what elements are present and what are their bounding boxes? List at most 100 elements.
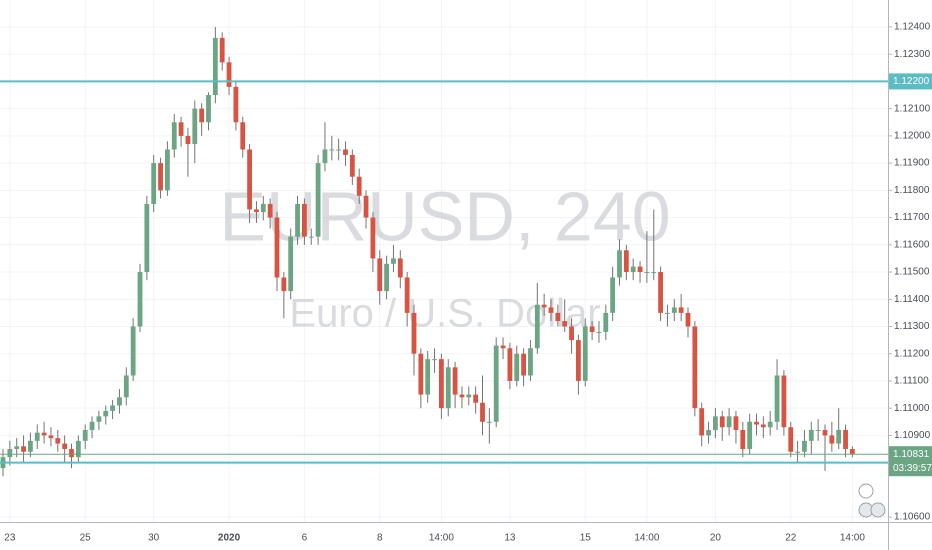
y-tick-label: 1.11500 xyxy=(894,267,930,278)
candle-body xyxy=(34,432,40,441)
candle-body xyxy=(671,307,677,313)
candle-body xyxy=(260,203,266,213)
candle-body xyxy=(623,250,629,273)
candle-body xyxy=(445,367,451,409)
event-icon[interactable] xyxy=(858,483,874,499)
candle-body xyxy=(754,421,759,425)
candle-body xyxy=(377,258,383,292)
candle-body xyxy=(473,394,479,403)
candle-body xyxy=(55,438,61,444)
candle-body xyxy=(302,203,307,237)
candle-body xyxy=(349,154,355,177)
x-tick-label: 15 xyxy=(580,533,592,544)
candle-body xyxy=(644,272,650,274)
candle-body xyxy=(226,62,232,87)
candle-body xyxy=(144,203,150,273)
candle-body xyxy=(747,421,753,450)
candle-body xyxy=(500,345,506,349)
x-tick-label: 20 xyxy=(710,533,722,544)
candle-body xyxy=(7,449,13,458)
candle-body xyxy=(14,446,20,450)
candle-body xyxy=(665,312,670,314)
candle-body xyxy=(130,326,136,376)
x-tick-label: 6 xyxy=(302,533,308,544)
candle-body xyxy=(486,421,492,423)
last-price-box xyxy=(889,446,932,477)
candle-body xyxy=(397,258,403,278)
candle-body xyxy=(28,440,33,452)
candle-body xyxy=(774,375,780,422)
candle-body xyxy=(713,416,718,430)
y-tick-label: 1.12100 xyxy=(894,103,931,114)
y-tick-label: 1.11200 xyxy=(894,348,930,359)
candle-body xyxy=(788,427,794,452)
countdown-label: 03:39:57 xyxy=(893,463,932,474)
candle-body xyxy=(165,149,170,191)
candle-body xyxy=(733,416,739,430)
candle-body xyxy=(308,236,314,238)
candle-body xyxy=(432,359,437,361)
candle-body xyxy=(343,149,348,155)
candle-body xyxy=(219,37,225,63)
candle-body xyxy=(781,375,787,428)
candle-body xyxy=(466,394,472,398)
candle-body xyxy=(699,408,705,436)
candle-body xyxy=(123,375,129,398)
candle-body xyxy=(603,312,609,332)
candle-body xyxy=(767,421,773,428)
candle-body xyxy=(658,272,663,313)
y-tick-label: 1.11300 xyxy=(894,321,930,332)
candle-body xyxy=(637,266,643,273)
candle-body xyxy=(363,195,369,218)
y-tick-label: 1.12000 xyxy=(894,131,931,142)
candle-body xyxy=(651,272,657,274)
x-tick-label: 8 xyxy=(377,533,383,544)
candle-body xyxy=(726,416,732,428)
candle-body xyxy=(185,135,191,145)
candle-body xyxy=(274,217,280,278)
candle-body xyxy=(685,312,691,327)
candle-body xyxy=(233,86,239,123)
candle-body xyxy=(315,163,321,237)
event-icon[interactable] xyxy=(870,502,886,518)
candle-body xyxy=(103,410,109,417)
x-tick-label: 30 xyxy=(148,533,160,544)
candle-body xyxy=(760,424,766,428)
y-tick-label: 1.12300 xyxy=(894,49,931,60)
y-tick-label: 1.11000 xyxy=(894,403,930,414)
x-tick-label: 14:00 xyxy=(429,533,454,544)
candle-body xyxy=(439,359,444,409)
price-label-box xyxy=(889,73,932,90)
candle-body xyxy=(267,203,273,218)
candle-body xyxy=(391,258,396,264)
candle-body xyxy=(370,217,376,259)
candle-body xyxy=(329,149,335,151)
candles xyxy=(0,26,888,477)
candle-body xyxy=(137,272,143,327)
candle-body xyxy=(617,250,622,278)
candle-body xyxy=(514,353,520,381)
candle-body xyxy=(356,176,362,196)
candle-body xyxy=(596,331,602,333)
candle-body xyxy=(21,446,26,452)
candle-body xyxy=(576,340,581,381)
candle-body xyxy=(822,429,828,436)
candle-body xyxy=(158,163,163,191)
y-tick-label: 1.11100 xyxy=(894,376,929,387)
x-tick-label: 23 xyxy=(4,533,16,544)
candle-body xyxy=(541,304,547,308)
candle-body xyxy=(480,402,485,422)
y-tick-label: 1.11700 xyxy=(894,212,930,223)
candle-body xyxy=(199,108,205,123)
candle-body xyxy=(75,440,81,458)
candle-body xyxy=(288,236,294,292)
candle-body xyxy=(96,416,102,422)
candle-body xyxy=(411,312,417,354)
candle-body xyxy=(815,429,821,431)
candle-body xyxy=(692,326,698,409)
candle-body xyxy=(850,449,855,455)
y-tick-label: 1.11900 xyxy=(894,158,930,169)
candle-body xyxy=(192,108,198,145)
candle-body xyxy=(336,149,342,151)
